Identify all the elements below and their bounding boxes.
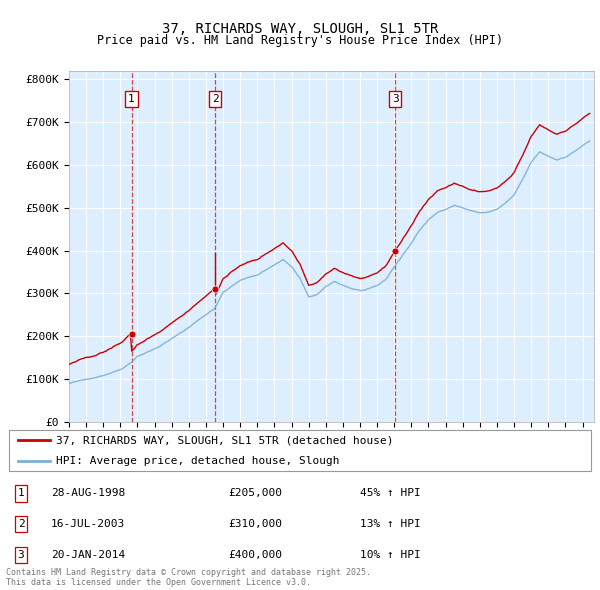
Text: 10% ↑ HPI: 10% ↑ HPI xyxy=(360,550,421,560)
Text: 1: 1 xyxy=(17,489,25,499)
Text: 3: 3 xyxy=(392,94,398,104)
Text: 45% ↑ HPI: 45% ↑ HPI xyxy=(360,489,421,499)
Text: 28-AUG-1998: 28-AUG-1998 xyxy=(51,489,125,499)
Text: 16-JUL-2003: 16-JUL-2003 xyxy=(51,519,125,529)
FancyBboxPatch shape xyxy=(9,430,591,471)
Text: £400,000: £400,000 xyxy=(228,550,282,560)
Text: 2: 2 xyxy=(17,519,25,529)
Text: Price paid vs. HM Land Registry's House Price Index (HPI): Price paid vs. HM Land Registry's House … xyxy=(97,34,503,47)
Text: Contains HM Land Registry data © Crown copyright and database right 2025.
This d: Contains HM Land Registry data © Crown c… xyxy=(6,568,371,587)
Text: £205,000: £205,000 xyxy=(228,489,282,499)
Text: 2: 2 xyxy=(212,94,218,104)
Text: HPI: Average price, detached house, Slough: HPI: Average price, detached house, Slou… xyxy=(56,457,340,466)
Text: 1: 1 xyxy=(128,94,135,104)
Text: 37, RICHARDS WAY, SLOUGH, SL1 5TR: 37, RICHARDS WAY, SLOUGH, SL1 5TR xyxy=(162,22,438,36)
Text: 3: 3 xyxy=(17,550,25,560)
Text: 37, RICHARDS WAY, SLOUGH, SL1 5TR (detached house): 37, RICHARDS WAY, SLOUGH, SL1 5TR (detac… xyxy=(56,435,394,445)
Text: 13% ↑ HPI: 13% ↑ HPI xyxy=(360,519,421,529)
Text: 20-JAN-2014: 20-JAN-2014 xyxy=(51,550,125,560)
Text: £310,000: £310,000 xyxy=(228,519,282,529)
